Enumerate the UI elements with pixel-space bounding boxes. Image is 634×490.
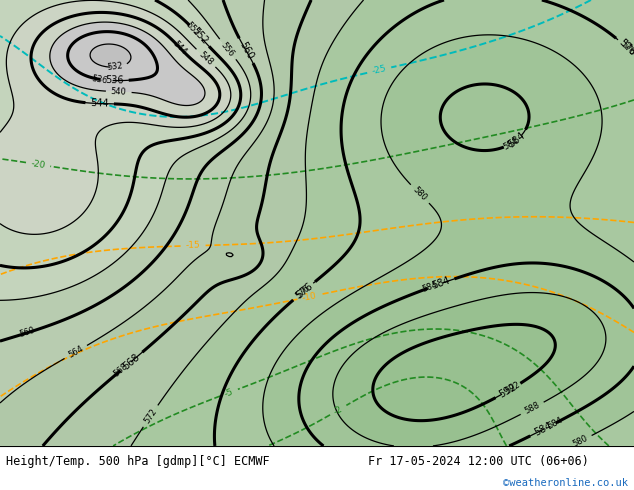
Text: 552: 552 <box>184 20 202 38</box>
Text: 576: 576 <box>294 283 312 300</box>
Text: 556: 556 <box>219 40 236 58</box>
Text: 576: 576 <box>294 281 314 300</box>
Text: -2: -2 <box>332 404 344 416</box>
Text: 560: 560 <box>18 326 37 340</box>
Text: 564: 564 <box>67 344 85 360</box>
Text: 568: 568 <box>121 352 142 371</box>
Text: -20: -20 <box>30 159 46 170</box>
Text: 548: 548 <box>197 49 215 67</box>
Text: 536: 536 <box>105 75 124 86</box>
Text: 560: 560 <box>237 40 255 61</box>
Text: -10: -10 <box>301 291 318 303</box>
Text: 588: 588 <box>523 401 541 416</box>
Text: 584: 584 <box>506 130 527 150</box>
Text: 576: 576 <box>619 40 634 57</box>
Text: 532: 532 <box>106 62 123 73</box>
Text: -25: -25 <box>371 64 387 76</box>
Text: 584: 584 <box>430 276 451 292</box>
Text: 568: 568 <box>112 362 130 379</box>
Text: 552: 552 <box>190 25 209 46</box>
Text: 584: 584 <box>547 416 565 431</box>
Text: 592: 592 <box>498 382 519 400</box>
Text: 584: 584 <box>533 421 553 438</box>
Text: 584: 584 <box>502 136 520 151</box>
Text: 580: 580 <box>571 434 589 449</box>
Text: 572: 572 <box>143 407 158 425</box>
Text: 544: 544 <box>90 98 109 109</box>
Text: 592: 592 <box>504 380 522 396</box>
Text: Fr 17-05-2024 12:00 UTC (06+06): Fr 17-05-2024 12:00 UTC (06+06) <box>368 455 588 468</box>
Text: 540: 540 <box>111 87 127 97</box>
Text: ©weatheronline.co.uk: ©weatheronline.co.uk <box>503 478 628 489</box>
Text: -15: -15 <box>186 241 200 250</box>
Text: 544: 544 <box>171 39 188 56</box>
Text: 576: 576 <box>616 38 634 58</box>
Text: -5: -5 <box>223 387 235 398</box>
Text: Height/Temp. 500 hPa [gdmp][°C] ECMWF: Height/Temp. 500 hPa [gdmp][°C] ECMWF <box>6 455 270 468</box>
Text: 536: 536 <box>91 74 108 85</box>
Text: 584: 584 <box>422 280 439 294</box>
Text: 580: 580 <box>411 185 429 203</box>
